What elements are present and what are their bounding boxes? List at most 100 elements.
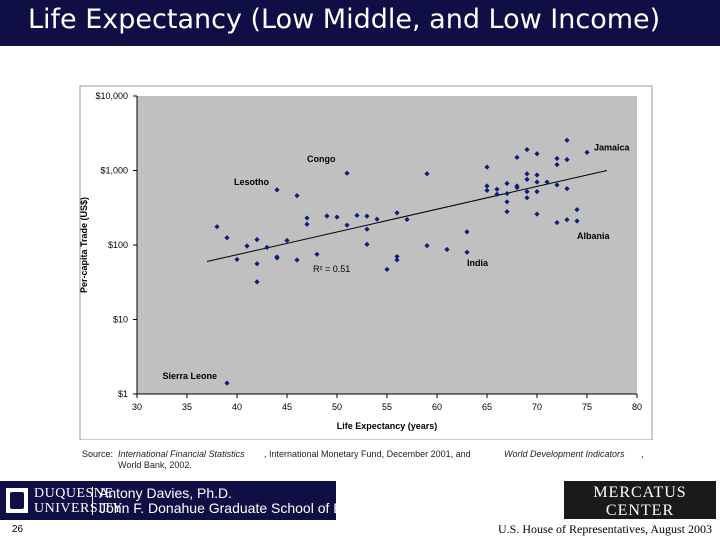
data-point (524, 171, 530, 177)
point-annotation: Congo (307, 154, 336, 164)
data-point (354, 212, 360, 218)
data-point (554, 219, 560, 226)
point-annotations: Jamaica Congo Lesotho Albania India Sierra Le… (162, 142, 630, 381)
y-tick-label: $1 (118, 389, 128, 399)
data-point (344, 170, 350, 176)
duquesne-banner: DUQUESNE UNIVERSITY Antony Davies, Ph.D.… (0, 481, 390, 520)
data-point (254, 237, 260, 243)
slide-title: Life Expectancy (Low Middle, and Low Inc… (28, 4, 661, 35)
data-point (564, 186, 570, 192)
x-tick-label: 60 (432, 402, 442, 412)
point-annotation: Lesotho (234, 177, 270, 187)
data-point (424, 243, 430, 249)
x-tick-label: 80 (632, 402, 642, 412)
x-tick-label: 50 (332, 402, 342, 412)
data-point (294, 257, 300, 263)
data-point (534, 172, 540, 178)
y-tick-label: $100 (108, 240, 128, 250)
data-point (444, 246, 450, 253)
title-bar: Life Expectancy (Low Middle, and Low Inc… (0, 0, 720, 46)
data-point (364, 241, 370, 247)
data-point (534, 189, 540, 195)
data-point (224, 380, 230, 386)
duquesne-name: DUQUESNE UNIVERSITY (34, 486, 123, 516)
point-annotation: Sierra Leone (162, 371, 217, 381)
y-tick-label: $10 (113, 315, 128, 325)
data-point (524, 195, 530, 201)
data-point (344, 222, 350, 228)
trendline (206, 170, 608, 263)
data-point (524, 189, 530, 195)
data-point (464, 229, 470, 235)
data-point (574, 218, 580, 224)
source-citation-ifs: International Financial Statistics (118, 449, 245, 459)
data-point (254, 261, 260, 267)
source-citation-worldbank: World Bank, 2002. (118, 460, 192, 470)
data-point (484, 164, 490, 170)
data-point (364, 226, 370, 232)
mercatus-logo: MERCATUS CENTER GEORGE MASON UNIVERSITY (564, 481, 716, 544)
x-tick-label: 45 (282, 402, 292, 412)
page-number: 26 (12, 524, 24, 535)
data-point (564, 157, 570, 163)
data-point (264, 244, 270, 250)
data-point (274, 255, 280, 261)
data-point (554, 182, 560, 188)
data-point (334, 214, 340, 220)
data-point (424, 171, 430, 177)
data-point (244, 243, 250, 249)
footer-venue-date: U.S. House of Representatives, August 20… (498, 522, 712, 536)
data-point (304, 221, 310, 227)
source-citation-wdi: World Development Indicators (504, 449, 625, 459)
data-point (484, 183, 490, 189)
x-tick-label: 55 (382, 402, 392, 412)
author-credit: Antony Davies, Ph.D. John F. Donahue Gra… (99, 485, 391, 516)
source-label: Source: (82, 449, 114, 459)
data-point (284, 237, 290, 244)
data-point (534, 179, 540, 185)
x-tick-label: 35 (182, 402, 192, 412)
x-tick-label: 40 (232, 402, 242, 412)
duquesne-emblem-icon (6, 488, 28, 513)
data-point (394, 257, 400, 263)
data-point (394, 253, 400, 260)
data-point (534, 151, 540, 157)
data-point (514, 183, 520, 189)
data-point (544, 179, 550, 185)
data-point (564, 217, 570, 223)
data-point (494, 186, 500, 192)
data-point (554, 162, 560, 168)
data-point (304, 215, 310, 221)
data-point (504, 199, 510, 205)
data-point (224, 235, 230, 241)
data-points (214, 137, 590, 386)
data-point (534, 211, 540, 217)
data-point (274, 187, 280, 193)
data-point (394, 210, 400, 216)
y-tick-label: $1,000 (100, 166, 128, 176)
data-point (514, 154, 520, 160)
data-point (504, 190, 510, 197)
data-point (524, 176, 530, 182)
r-squared-label: R² = 0.51 (313, 264, 350, 274)
x-tick-label: 30 (132, 402, 142, 412)
y-axis-label: Per-capita Trade (US$) (79, 197, 89, 293)
source-citation-imf: , International Monetary Fund, December … (264, 449, 471, 459)
data-point (504, 180, 510, 187)
x-tick-label: 75 (582, 402, 592, 412)
data-point (294, 193, 300, 199)
data-point (314, 251, 320, 257)
data-point (524, 146, 530, 153)
banner-divider (92, 487, 93, 515)
x-axis-label: Life Expectancy (years) (337, 421, 438, 431)
x-tick-label: 65 (482, 402, 492, 412)
data-point (584, 149, 590, 155)
data-point (574, 207, 580, 213)
data-point (564, 137, 570, 143)
point-annotation: India (467, 258, 489, 268)
data-point (484, 187, 490, 194)
y-tick-label: $10,000 (95, 91, 128, 101)
data-point (364, 213, 370, 219)
x-axis: 30 35 40 45 50 55 60 65 70 75 80 (132, 393, 642, 412)
data-point (324, 213, 330, 219)
